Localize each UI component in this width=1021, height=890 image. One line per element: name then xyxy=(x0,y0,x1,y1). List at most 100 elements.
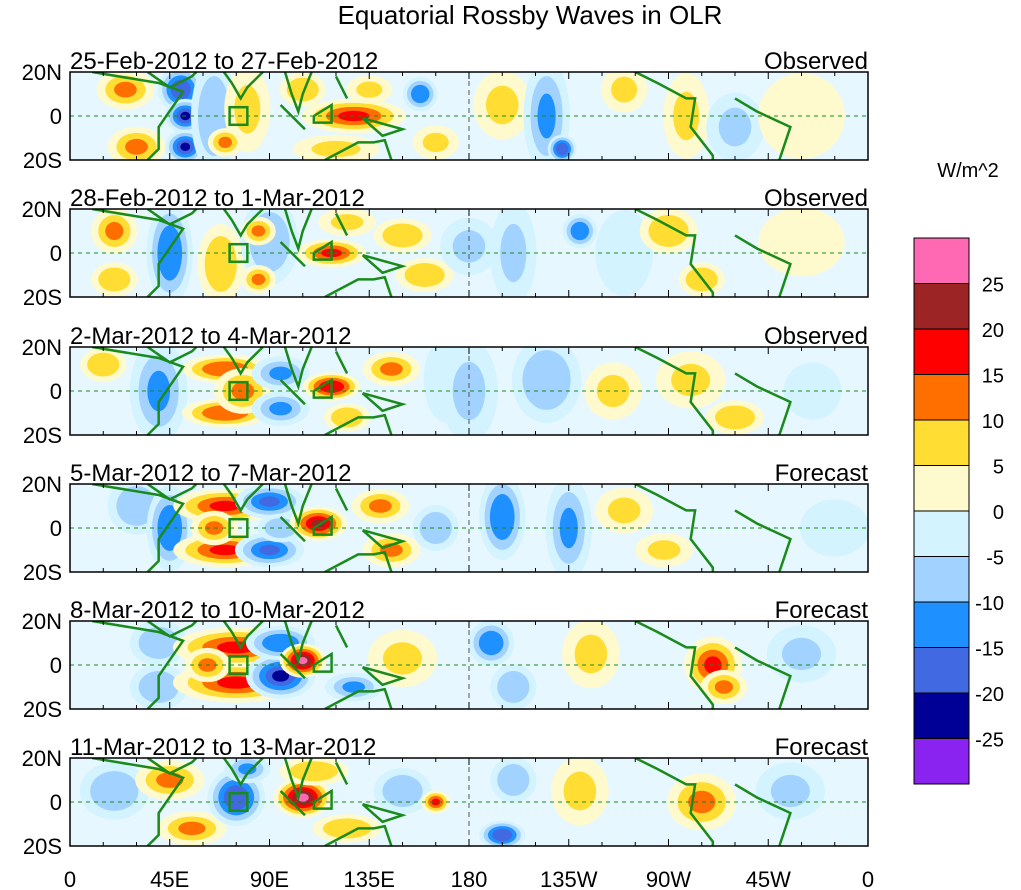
contour-region xyxy=(380,362,403,376)
contour-region xyxy=(209,500,241,512)
coastline xyxy=(222,72,264,101)
coastline xyxy=(334,624,349,648)
colorbar-level-label: 0 xyxy=(993,502,1004,524)
coastline xyxy=(634,209,715,297)
colorbar-level-label: -20 xyxy=(975,684,1004,706)
coastline xyxy=(361,665,407,687)
coastline xyxy=(279,379,306,406)
coastline xyxy=(361,528,407,550)
contour-region xyxy=(537,93,556,139)
colorbar-level-label: 10 xyxy=(982,411,1004,433)
contour-region xyxy=(391,228,414,243)
coastline xyxy=(279,653,306,680)
lon-tick-label: 135W xyxy=(540,867,598,890)
contour-region xyxy=(180,142,191,152)
contour-region xyxy=(504,677,523,697)
coastline xyxy=(634,347,715,435)
coastline xyxy=(324,550,393,572)
contour-region xyxy=(125,494,148,518)
panel-kind-label: Forecast xyxy=(775,734,869,761)
contour-region xyxy=(293,82,312,97)
colorbar-level-label: -25 xyxy=(975,730,1004,752)
lat-tick-label: 20N xyxy=(22,746,62,771)
coastline xyxy=(312,377,333,399)
colorbar-swatch xyxy=(913,237,970,284)
coastline xyxy=(634,758,715,846)
coastline xyxy=(312,239,333,261)
coastline xyxy=(312,102,333,124)
contour-region xyxy=(596,374,630,408)
contour-region xyxy=(272,670,290,682)
contour-region xyxy=(770,774,810,808)
lat-tick-label: 20N xyxy=(22,60,62,85)
coastline xyxy=(146,484,198,501)
colorbar-level-label: -5 xyxy=(986,548,1004,570)
lat-tick-label: 20S xyxy=(23,423,62,448)
contour-region xyxy=(211,248,230,280)
colorbar-units: W/m^2 xyxy=(937,160,999,182)
contour-region xyxy=(105,272,124,287)
contour-region xyxy=(796,374,829,408)
lat-tick-label: 0 xyxy=(50,516,62,541)
colorbar-swatch xyxy=(913,738,970,785)
coastline xyxy=(334,212,349,236)
coastline xyxy=(283,347,313,391)
contour-region xyxy=(330,214,364,231)
contour-region xyxy=(647,540,681,560)
lat-tick-label: 0 xyxy=(50,379,62,404)
coastline xyxy=(279,516,306,543)
contour-region xyxy=(114,81,137,98)
coastline xyxy=(334,487,349,511)
panel-date-range: 28-Feb-2012 to 1-Mar-2012 xyxy=(70,185,365,212)
coastline xyxy=(91,621,186,709)
colorbar-level-label: 20 xyxy=(982,320,1004,342)
olr-anomaly-field xyxy=(70,621,868,709)
contour-region xyxy=(94,357,113,372)
contour-region xyxy=(218,136,232,149)
contour-region xyxy=(251,225,266,237)
coastline xyxy=(283,621,313,665)
coastline xyxy=(734,783,792,846)
coastline xyxy=(734,97,792,160)
coastline xyxy=(91,484,186,572)
contour-region xyxy=(657,221,680,241)
coastline xyxy=(361,116,407,138)
coastline xyxy=(312,514,333,536)
contour-region xyxy=(391,781,414,801)
contour-region xyxy=(431,798,441,806)
coastline xyxy=(634,484,715,572)
contour-region xyxy=(426,518,445,538)
contour-region xyxy=(574,634,608,674)
coastline xyxy=(324,824,393,846)
contour-region xyxy=(611,76,638,103)
contour-region xyxy=(563,771,597,811)
coastline xyxy=(734,509,792,572)
colorbar-swatch xyxy=(913,328,970,375)
contour-region xyxy=(452,361,486,421)
lon-tick-label: 90W xyxy=(646,867,691,890)
contour-region xyxy=(781,637,822,671)
olr-anomaly-field xyxy=(70,758,868,846)
coastline xyxy=(222,209,264,238)
coastline xyxy=(146,347,198,364)
coastline xyxy=(324,138,393,160)
coastline xyxy=(634,621,715,709)
contour-region xyxy=(496,831,508,839)
olr-anomaly-field xyxy=(70,484,868,572)
contour-region xyxy=(238,763,257,775)
lat-tick-label: 20S xyxy=(23,834,62,859)
coastline xyxy=(312,788,333,810)
lon-tick-label: 0 xyxy=(64,867,76,890)
lat-tick-label: 0 xyxy=(50,790,62,815)
contour-region xyxy=(217,676,256,689)
coastline xyxy=(279,104,306,131)
contour-region xyxy=(532,363,561,397)
contour-region xyxy=(342,681,366,693)
colorbar-swatch xyxy=(913,465,970,512)
lat-tick-label: 20N xyxy=(22,335,62,360)
contour-region xyxy=(259,496,280,507)
coastline xyxy=(634,72,715,160)
contour-region xyxy=(125,138,148,155)
contour-region xyxy=(714,680,733,694)
panel-kind-label: Observed xyxy=(764,323,868,350)
